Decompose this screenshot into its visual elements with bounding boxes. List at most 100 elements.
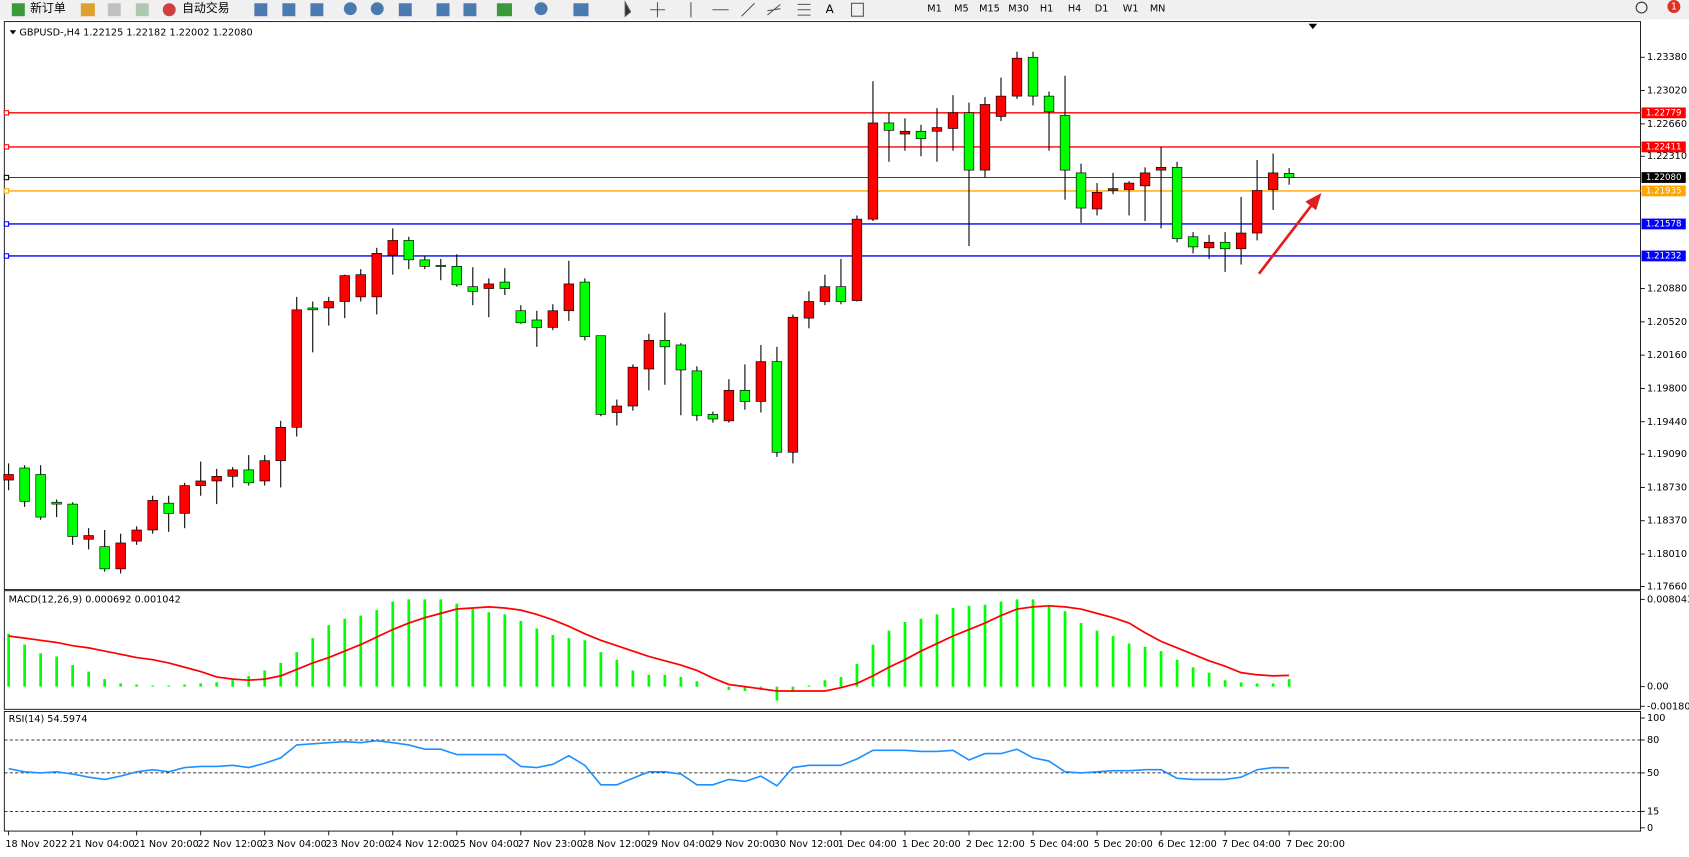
candle-body (419, 259, 430, 267)
price-level-tag (1641, 172, 1686, 183)
channel-tool[interactable] (767, 3, 781, 16)
icon[interactable] (573, 3, 589, 17)
alert-badge[interactable] (1667, 0, 1681, 13)
candle-body (403, 240, 414, 261)
candle-body (1123, 182, 1135, 190)
x-tick-label: 2 Dec 12:00 (966, 839, 1025, 850)
icon[interactable] (135, 3, 149, 17)
toolbar-bg (0, 0, 1689, 20)
candle-body (611, 405, 623, 413)
panel-marker (9, 30, 17, 35)
candle-body (691, 370, 703, 416)
candle-body (163, 502, 174, 514)
price-level-label: 1.21935 (1646, 186, 1682, 196)
icon[interactable] (282, 3, 296, 17)
candle-body (19, 467, 30, 502)
candle-body (467, 286, 478, 292)
candle-body (355, 274, 366, 298)
fibo-tool[interactable] (797, 3, 811, 16)
candle-body (659, 340, 671, 348)
cursor-tool[interactable] (624, 0, 632, 18)
trendline-tool[interactable] (741, 2, 755, 17)
timeframe-button[interactable]: M30 (1008, 4, 1029, 15)
x-tick-label: 5 Dec 20:00 (1094, 839, 1153, 850)
x-tick-label: 29 Nov 04:00 (646, 839, 711, 850)
candle-body (83, 535, 94, 540)
icon[interactable] (436, 3, 450, 17)
timeframe-button[interactable]: MN (1150, 4, 1166, 15)
candle-body (1107, 188, 1119, 191)
y-tick-label: 1.20520 (1647, 317, 1687, 328)
x-tick-label: 21 Nov 20:00 (133, 839, 198, 850)
candle-body (963, 112, 975, 171)
icon[interactable] (107, 3, 121, 17)
candle-body (931, 127, 943, 132)
crosshair-tool[interactable] (649, 2, 666, 18)
icon[interactable] (398, 3, 412, 17)
candle-body (67, 503, 78, 537)
candle-body (1171, 167, 1183, 239)
macd-title: MACD(12,26,9) 0.000692 0.001042 (9, 594, 181, 605)
y-tick-label: 50 (1647, 768, 1659, 779)
candle-body (739, 389, 751, 402)
plot: 1.23380 1.23020 1.22660 1.22310 1.20880 1.205… (3, 51, 1689, 850)
price-level-anchor (3, 174, 10, 181)
candle-body (643, 340, 655, 370)
candle-body (51, 501, 62, 505)
signal-line (8, 604, 1290, 692)
timeframe-button[interactable]: H1 (1040, 4, 1053, 15)
timeframe-button[interactable]: W1 (1123, 4, 1139, 15)
new-order-button[interactable]: 新订单 (30, 1, 66, 15)
candle-body (1011, 57, 1023, 97)
candle-body (339, 275, 350, 302)
candle-body (1219, 241, 1231, 250)
label-tool[interactable] (850, 2, 864, 17)
auto-trading-icon[interactable] (162, 3, 176, 17)
icon[interactable] (463, 3, 477, 17)
icon[interactable] (80, 3, 95, 17)
candle-body (1075, 172, 1087, 209)
y-tick-label: 1.22310 (1647, 151, 1687, 162)
search[interactable] (1635, 1, 1648, 14)
icon[interactable] (254, 3, 268, 17)
candle-body (499, 281, 510, 289)
y-tick-label: 1.18010 (1647, 549, 1687, 560)
text-tool[interactable]: A (826, 2, 834, 16)
timeframe-button[interactable]: M15 (979, 4, 1000, 15)
new-order-icon[interactable] (11, 3, 25, 17)
candle-body (435, 265, 446, 267)
price-level-anchor (3, 221, 10, 227)
price-level-label: 1.21578 (1646, 219, 1682, 229)
candle-body (1091, 192, 1103, 210)
x-tick-label: 6 Dec 12:00 (1158, 839, 1217, 850)
y-tick-label: 80 (1647, 735, 1659, 746)
timeframe-button[interactable]: M5 (954, 4, 969, 15)
y-tick-label: 1.23020 (1647, 86, 1687, 97)
candle-body (179, 485, 190, 514)
candle-body (211, 476, 222, 482)
candle-body (1059, 115, 1071, 171)
candle-body (1251, 190, 1263, 234)
candle-body (387, 240, 398, 256)
price-level-tag (1641, 107, 1686, 119)
zoom-in[interactable] (343, 2, 357, 16)
timeframe-button[interactable]: M1 (927, 4, 942, 15)
x-tick-label: 1 Dec 20:00 (902, 839, 961, 850)
candle-body (1203, 241, 1215, 249)
timeframe-button[interactable]: D1 (1095, 4, 1109, 15)
y-tick-label: 1.23380 (1647, 52, 1687, 63)
y-tick-label: 1.19090 (1647, 449, 1687, 460)
x-tick-label: 30 Nov 12:00 (774, 839, 839, 850)
arrow-head (1305, 192, 1322, 211)
icon[interactable] (496, 3, 512, 17)
candle-body (915, 130, 927, 139)
icon[interactable] (310, 3, 324, 17)
candle-body (547, 310, 559, 328)
zoom-out[interactable] (370, 2, 384, 16)
icon[interactable] (534, 2, 548, 16)
timeframe-button[interactable]: H4 (1068, 4, 1081, 15)
candle-body (1139, 172, 1151, 187)
candle-body (259, 460, 270, 482)
auto-trading-button[interactable]: 自动交易 (182, 1, 229, 15)
x-tick-label: 28 Nov 12:00 (582, 839, 647, 850)
